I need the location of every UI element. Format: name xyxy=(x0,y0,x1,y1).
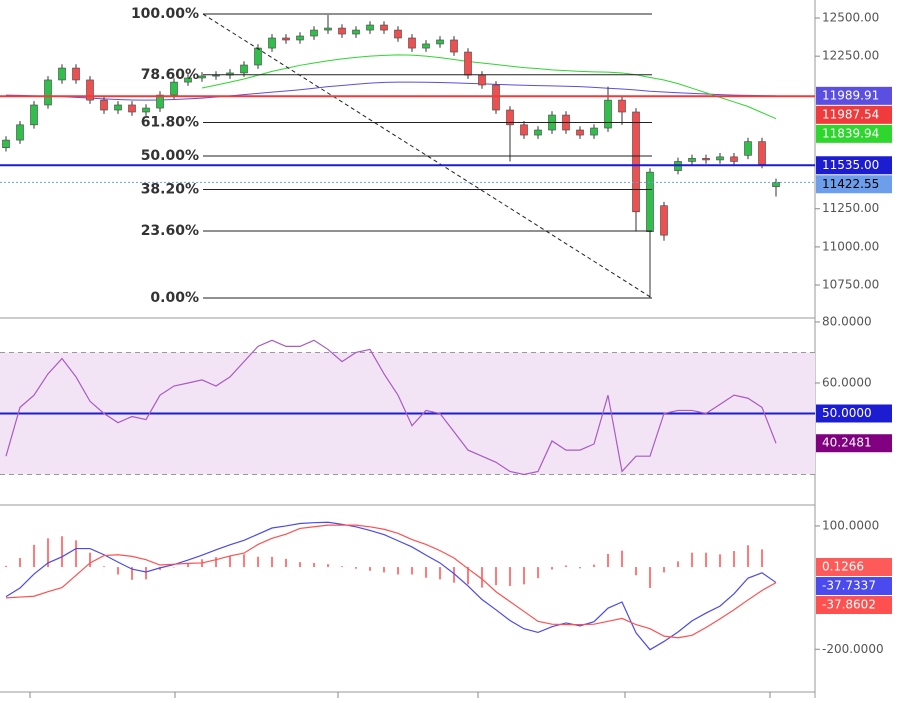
fib-label: 61.80% xyxy=(141,115,199,131)
price-tag-label: -37.8602 xyxy=(822,598,876,612)
candle-body xyxy=(128,104,136,113)
price-tag xyxy=(816,156,892,175)
candle-body xyxy=(254,47,262,66)
candle-body xyxy=(436,39,444,45)
y-tick-label: 80.0000 xyxy=(822,314,872,328)
price-tag xyxy=(816,175,892,194)
y-tick-label: 100.0000 xyxy=(822,518,879,532)
candle-body xyxy=(2,139,10,149)
candle-body xyxy=(86,79,94,101)
candle-body xyxy=(268,37,276,49)
candle-body xyxy=(772,182,780,187)
y-tick-label: 10750.00 xyxy=(822,278,879,292)
candle-body xyxy=(142,107,150,113)
price-tag-label: -37.7337 xyxy=(822,579,876,593)
y-tick-label: 11000.00 xyxy=(822,239,879,253)
price-tag xyxy=(816,124,892,143)
macd-line xyxy=(5,521,777,651)
fib-label: 38.20% xyxy=(141,182,199,198)
price-tag xyxy=(816,596,892,615)
candle-body xyxy=(478,74,486,86)
candle-body xyxy=(100,99,108,111)
price-tag-label: 11987.54 xyxy=(822,107,879,121)
candle-body xyxy=(198,75,206,79)
candle-body xyxy=(170,81,178,96)
price-tag-label: 11422.55 xyxy=(822,177,879,191)
price-tag-label: 0.1266 xyxy=(822,560,864,574)
candle-body xyxy=(44,79,52,106)
candle-body xyxy=(506,109,514,126)
candle-body xyxy=(688,158,696,162)
candle-body xyxy=(660,205,668,236)
candle-body xyxy=(450,39,458,53)
price-tag-label: 50.0000 xyxy=(822,406,872,420)
candle-body xyxy=(716,156,724,161)
candle-body xyxy=(394,29,402,39)
price-tag xyxy=(816,434,892,453)
candle-body xyxy=(366,24,374,31)
candle-body xyxy=(352,29,360,35)
candle-body xyxy=(58,67,66,81)
candle-body xyxy=(632,111,640,213)
rsi-line xyxy=(5,339,777,476)
candle-body xyxy=(702,158,710,161)
y-tick-label: 12500.00 xyxy=(822,11,879,25)
moving-average xyxy=(201,54,777,120)
fib-label: 50.00% xyxy=(141,148,199,164)
candle-body xyxy=(156,94,164,109)
candle-body xyxy=(114,104,122,111)
candle-body xyxy=(16,124,24,141)
y-tick-label: 60.0000 xyxy=(822,375,872,389)
macd-line xyxy=(5,524,777,639)
price-tag-label: 11535.00 xyxy=(822,158,879,172)
candle-body xyxy=(408,37,416,49)
price-tag-label: 11839.94 xyxy=(822,126,879,140)
price-tag xyxy=(816,86,892,105)
candle-body xyxy=(520,124,528,136)
candle-body xyxy=(184,77,192,83)
candle-body xyxy=(618,99,626,113)
candle-body xyxy=(492,84,500,111)
fib-label: 78.60% xyxy=(141,67,199,83)
price-tag-label: 40.2481 xyxy=(822,436,872,450)
fib-label: 0.00% xyxy=(150,290,199,306)
candle-body xyxy=(590,127,598,136)
candle-body xyxy=(310,29,318,37)
candle-body xyxy=(534,129,542,136)
fib-label: 23.60% xyxy=(141,223,199,239)
price-tag-label: 11989.91 xyxy=(822,88,879,102)
candle-body xyxy=(730,156,738,162)
price-tag xyxy=(816,558,892,577)
price-tag xyxy=(816,577,892,596)
candle-body xyxy=(422,43,430,49)
price-tag xyxy=(816,404,892,423)
candle-body xyxy=(758,141,766,165)
candle-body xyxy=(30,104,38,126)
candle-body xyxy=(576,129,584,136)
candle-body xyxy=(240,64,248,74)
candle-body xyxy=(338,27,346,35)
candle-body xyxy=(324,27,332,31)
moving-average xyxy=(5,81,777,101)
candle-body xyxy=(296,35,304,41)
candle-body xyxy=(744,141,752,156)
y-tick-label: -200.0000 xyxy=(822,642,884,656)
candle-body xyxy=(604,99,612,129)
candle-body xyxy=(282,37,290,41)
candle-body xyxy=(72,67,80,81)
candle-body xyxy=(464,51,472,76)
candle-body xyxy=(646,171,654,232)
fib-label: 100.00% xyxy=(131,6,199,22)
y-tick-label: 11250.00 xyxy=(822,201,879,215)
time-axis-ticks xyxy=(29,692,771,698)
candle-body xyxy=(380,24,388,31)
fib-trend xyxy=(202,13,653,299)
price-tag xyxy=(816,105,892,124)
y-tick-label: 12250.00 xyxy=(822,49,879,63)
